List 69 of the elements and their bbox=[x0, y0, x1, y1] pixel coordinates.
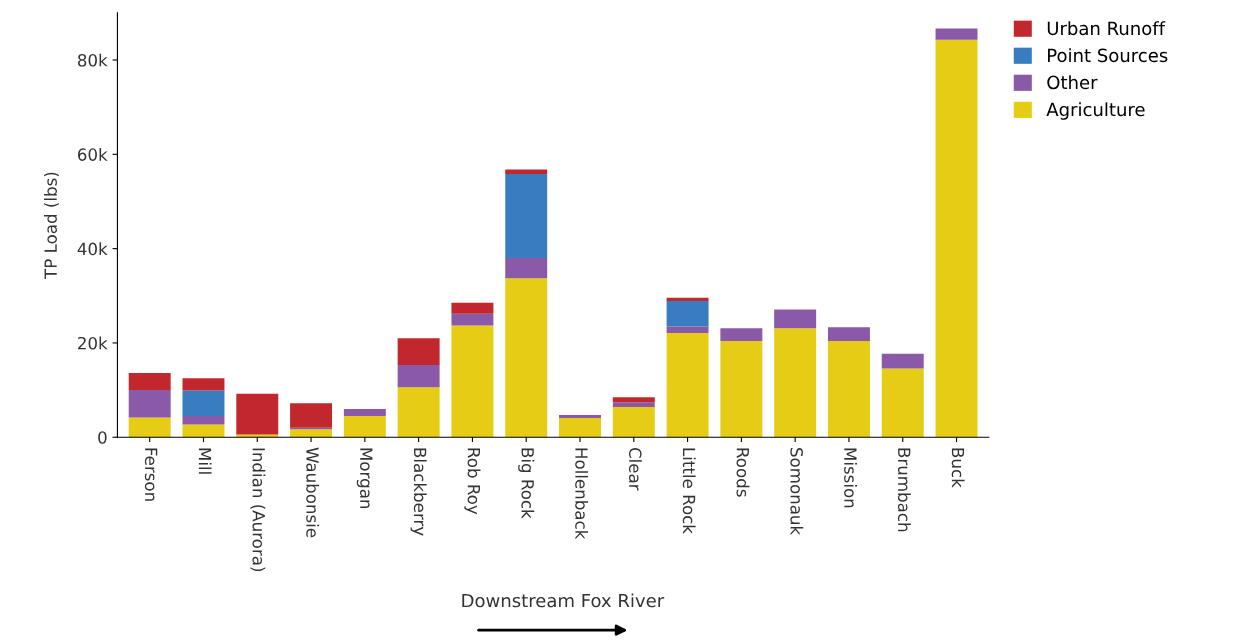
bar bbox=[505, 174, 548, 259]
bar bbox=[827, 341, 870, 438]
bar bbox=[397, 365, 440, 388]
x-tick-label: Blackberry bbox=[410, 448, 427, 536]
bar bbox=[451, 325, 494, 438]
y-axis-title: TP Load (lbs) bbox=[44, 172, 59, 279]
bar bbox=[666, 297, 709, 301]
bar bbox=[935, 39, 978, 438]
bar bbox=[612, 402, 655, 408]
bar bbox=[559, 415, 601, 418]
x-tick-label: Rob Roy bbox=[464, 448, 481, 515]
y-tick-label: 80k bbox=[77, 53, 108, 67]
bar bbox=[236, 393, 279, 435]
y-tick-label: 20k bbox=[78, 336, 108, 350]
x-tick-label: Mill bbox=[198, 448, 212, 474]
y-tick-label: 40k bbox=[77, 242, 108, 256]
legend-label: Agriculture bbox=[1046, 102, 1145, 120]
x-tick-label: Somonauk bbox=[790, 448, 804, 536]
bar bbox=[559, 417, 601, 438]
x-tick-label: Morgan bbox=[356, 448, 373, 509]
bar bbox=[290, 403, 333, 428]
bar bbox=[236, 434, 279, 438]
bar bbox=[128, 417, 171, 438]
bar bbox=[182, 416, 225, 425]
bar bbox=[343, 408, 386, 417]
bar bbox=[935, 28, 978, 40]
x-tick-label: Mission bbox=[844, 448, 858, 508]
bar bbox=[612, 407, 655, 438]
y-tick-label: 0 bbox=[98, 431, 107, 444]
x-tick-label: Clear bbox=[628, 447, 642, 491]
legend-label: Point Sources bbox=[1048, 48, 1168, 63]
bar bbox=[397, 338, 440, 366]
x-tick-label: Indian (Aurora) bbox=[250, 448, 266, 571]
text: Downstream Fox River bbox=[462, 593, 665, 608]
x-tick-label: Little Rock bbox=[682, 448, 696, 534]
bar bbox=[397, 387, 440, 438]
bar bbox=[290, 429, 333, 438]
bar bbox=[720, 328, 763, 342]
bar bbox=[881, 353, 924, 369]
bar bbox=[774, 309, 817, 329]
bar bbox=[505, 278, 548, 438]
bar bbox=[881, 368, 924, 438]
y-tick-label: 60k bbox=[78, 147, 108, 161]
x-tick-label: Buck bbox=[951, 448, 965, 488]
bar bbox=[182, 424, 225, 438]
x-tick-label: Waubonsie bbox=[306, 447, 320, 538]
bar bbox=[451, 302, 494, 314]
bar bbox=[505, 258, 548, 279]
bar bbox=[666, 300, 709, 327]
bar bbox=[343, 416, 386, 438]
bar bbox=[720, 341, 763, 438]
bar bbox=[182, 378, 225, 391]
bar bbox=[505, 169, 548, 175]
bar bbox=[612, 397, 655, 403]
bar bbox=[451, 313, 494, 326]
x-tick-label: Hollenback bbox=[575, 448, 589, 540]
legend-label: Other bbox=[1047, 75, 1098, 90]
bar bbox=[666, 333, 709, 438]
x-tick-label: Roods bbox=[736, 448, 750, 497]
bar bbox=[827, 327, 870, 342]
bar bbox=[128, 373, 171, 391]
bar bbox=[774, 328, 817, 438]
x-tick-label: Big Rock bbox=[518, 448, 535, 519]
x-tick-label: Ferson bbox=[144, 448, 158, 501]
bar bbox=[128, 390, 171, 418]
bar bbox=[666, 326, 709, 334]
legend-label: Urban Runoff bbox=[1047, 21, 1166, 36]
bar bbox=[182, 390, 225, 417]
x-tick-label: Brumbach bbox=[897, 448, 911, 532]
